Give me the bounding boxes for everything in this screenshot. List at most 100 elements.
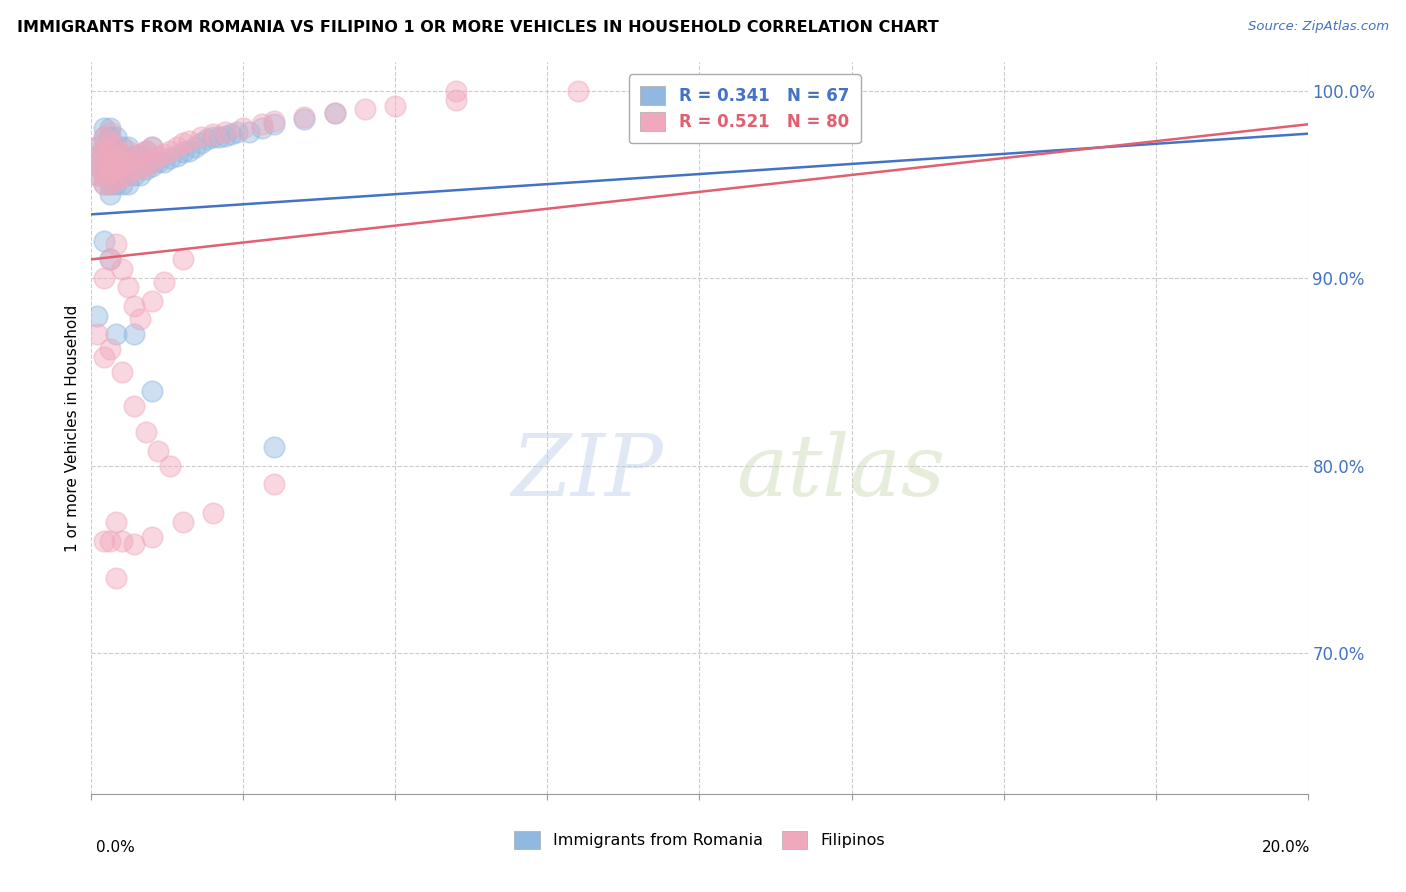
Point	[141, 530, 163, 544]
Point	[141, 293, 163, 308]
Point	[98, 168, 121, 182]
Point	[214, 125, 236, 139]
Y-axis label: 1 or more Vehicles in Household: 1 or more Vehicles in Household	[65, 304, 80, 552]
Point	[202, 127, 225, 141]
Point	[98, 252, 121, 267]
Point	[292, 110, 315, 124]
Point	[141, 154, 163, 169]
Point	[135, 425, 157, 439]
Point	[323, 106, 346, 120]
Point	[98, 140, 121, 154]
Point	[444, 93, 467, 107]
Point	[159, 144, 181, 158]
Point	[86, 159, 108, 173]
Point	[93, 140, 115, 154]
Text: Source: ZipAtlas.com: Source: ZipAtlas.com	[1249, 20, 1389, 33]
Point	[98, 154, 121, 169]
Point	[135, 144, 157, 158]
Point	[111, 533, 134, 548]
Point	[117, 144, 139, 158]
Point	[148, 154, 170, 169]
Point	[93, 271, 115, 285]
Point	[117, 178, 139, 192]
Text: 0.0%: 0.0%	[96, 839, 135, 855]
Point	[93, 121, 115, 136]
Point	[153, 147, 176, 161]
Point	[117, 140, 139, 154]
Point	[98, 121, 121, 136]
Point	[263, 113, 285, 128]
Point	[129, 162, 152, 177]
Point	[98, 159, 121, 173]
Point	[238, 125, 260, 139]
Point	[93, 130, 115, 145]
Point	[104, 515, 127, 529]
Point	[141, 140, 163, 154]
Point	[122, 151, 145, 165]
Point	[166, 149, 188, 163]
Point	[129, 147, 152, 161]
Point	[86, 149, 108, 163]
Point	[111, 140, 134, 154]
Point	[86, 309, 108, 323]
Point	[86, 149, 108, 163]
Point	[172, 145, 194, 160]
Point	[98, 533, 121, 548]
Point	[93, 178, 115, 192]
Point	[148, 149, 170, 163]
Point	[93, 168, 115, 182]
Point	[135, 144, 157, 158]
Point	[177, 144, 200, 158]
Point	[104, 162, 127, 177]
Point	[111, 365, 134, 379]
Point	[135, 159, 157, 173]
Point	[104, 237, 127, 252]
Point	[93, 149, 115, 163]
Point	[141, 140, 163, 154]
Point	[354, 103, 377, 117]
Point	[159, 151, 181, 165]
Point	[129, 312, 152, 326]
Point	[93, 154, 115, 169]
Point	[111, 169, 134, 184]
Point	[93, 159, 115, 173]
Point	[184, 140, 207, 154]
Point	[122, 537, 145, 551]
Point	[292, 112, 315, 126]
Point	[172, 515, 194, 529]
Legend: Immigrants from Romania, Filipinos: Immigrants from Romania, Filipinos	[508, 824, 891, 855]
Point	[226, 125, 249, 139]
Point	[208, 130, 231, 145]
Point	[86, 140, 108, 154]
Point	[232, 121, 254, 136]
Point	[93, 130, 115, 145]
Point	[202, 130, 225, 145]
Point	[141, 159, 163, 173]
Text: IMMIGRANTS FROM ROMANIA VS FILIPINO 1 OR MORE VEHICLES IN HOUSEHOLD CORRELATION : IMMIGRANTS FROM ROMANIA VS FILIPINO 1 OR…	[17, 20, 939, 35]
Point	[148, 443, 170, 458]
Point	[111, 149, 134, 163]
Point	[111, 147, 134, 161]
Point	[117, 159, 139, 173]
Point	[117, 154, 139, 169]
Point	[111, 159, 134, 173]
Point	[122, 162, 145, 177]
Point	[444, 84, 467, 98]
Point	[104, 149, 127, 163]
Point	[384, 98, 406, 112]
Point	[263, 477, 285, 491]
Point	[104, 140, 127, 154]
Point	[172, 136, 194, 150]
Point	[98, 130, 121, 145]
Point	[98, 343, 121, 357]
Point	[172, 252, 194, 267]
Point	[93, 234, 115, 248]
Text: atlas: atlas	[735, 431, 945, 514]
Point	[159, 458, 181, 473]
Point	[117, 168, 139, 182]
Point	[202, 506, 225, 520]
Point	[111, 159, 134, 173]
Point	[93, 533, 115, 548]
Point	[153, 154, 176, 169]
Point	[263, 440, 285, 454]
